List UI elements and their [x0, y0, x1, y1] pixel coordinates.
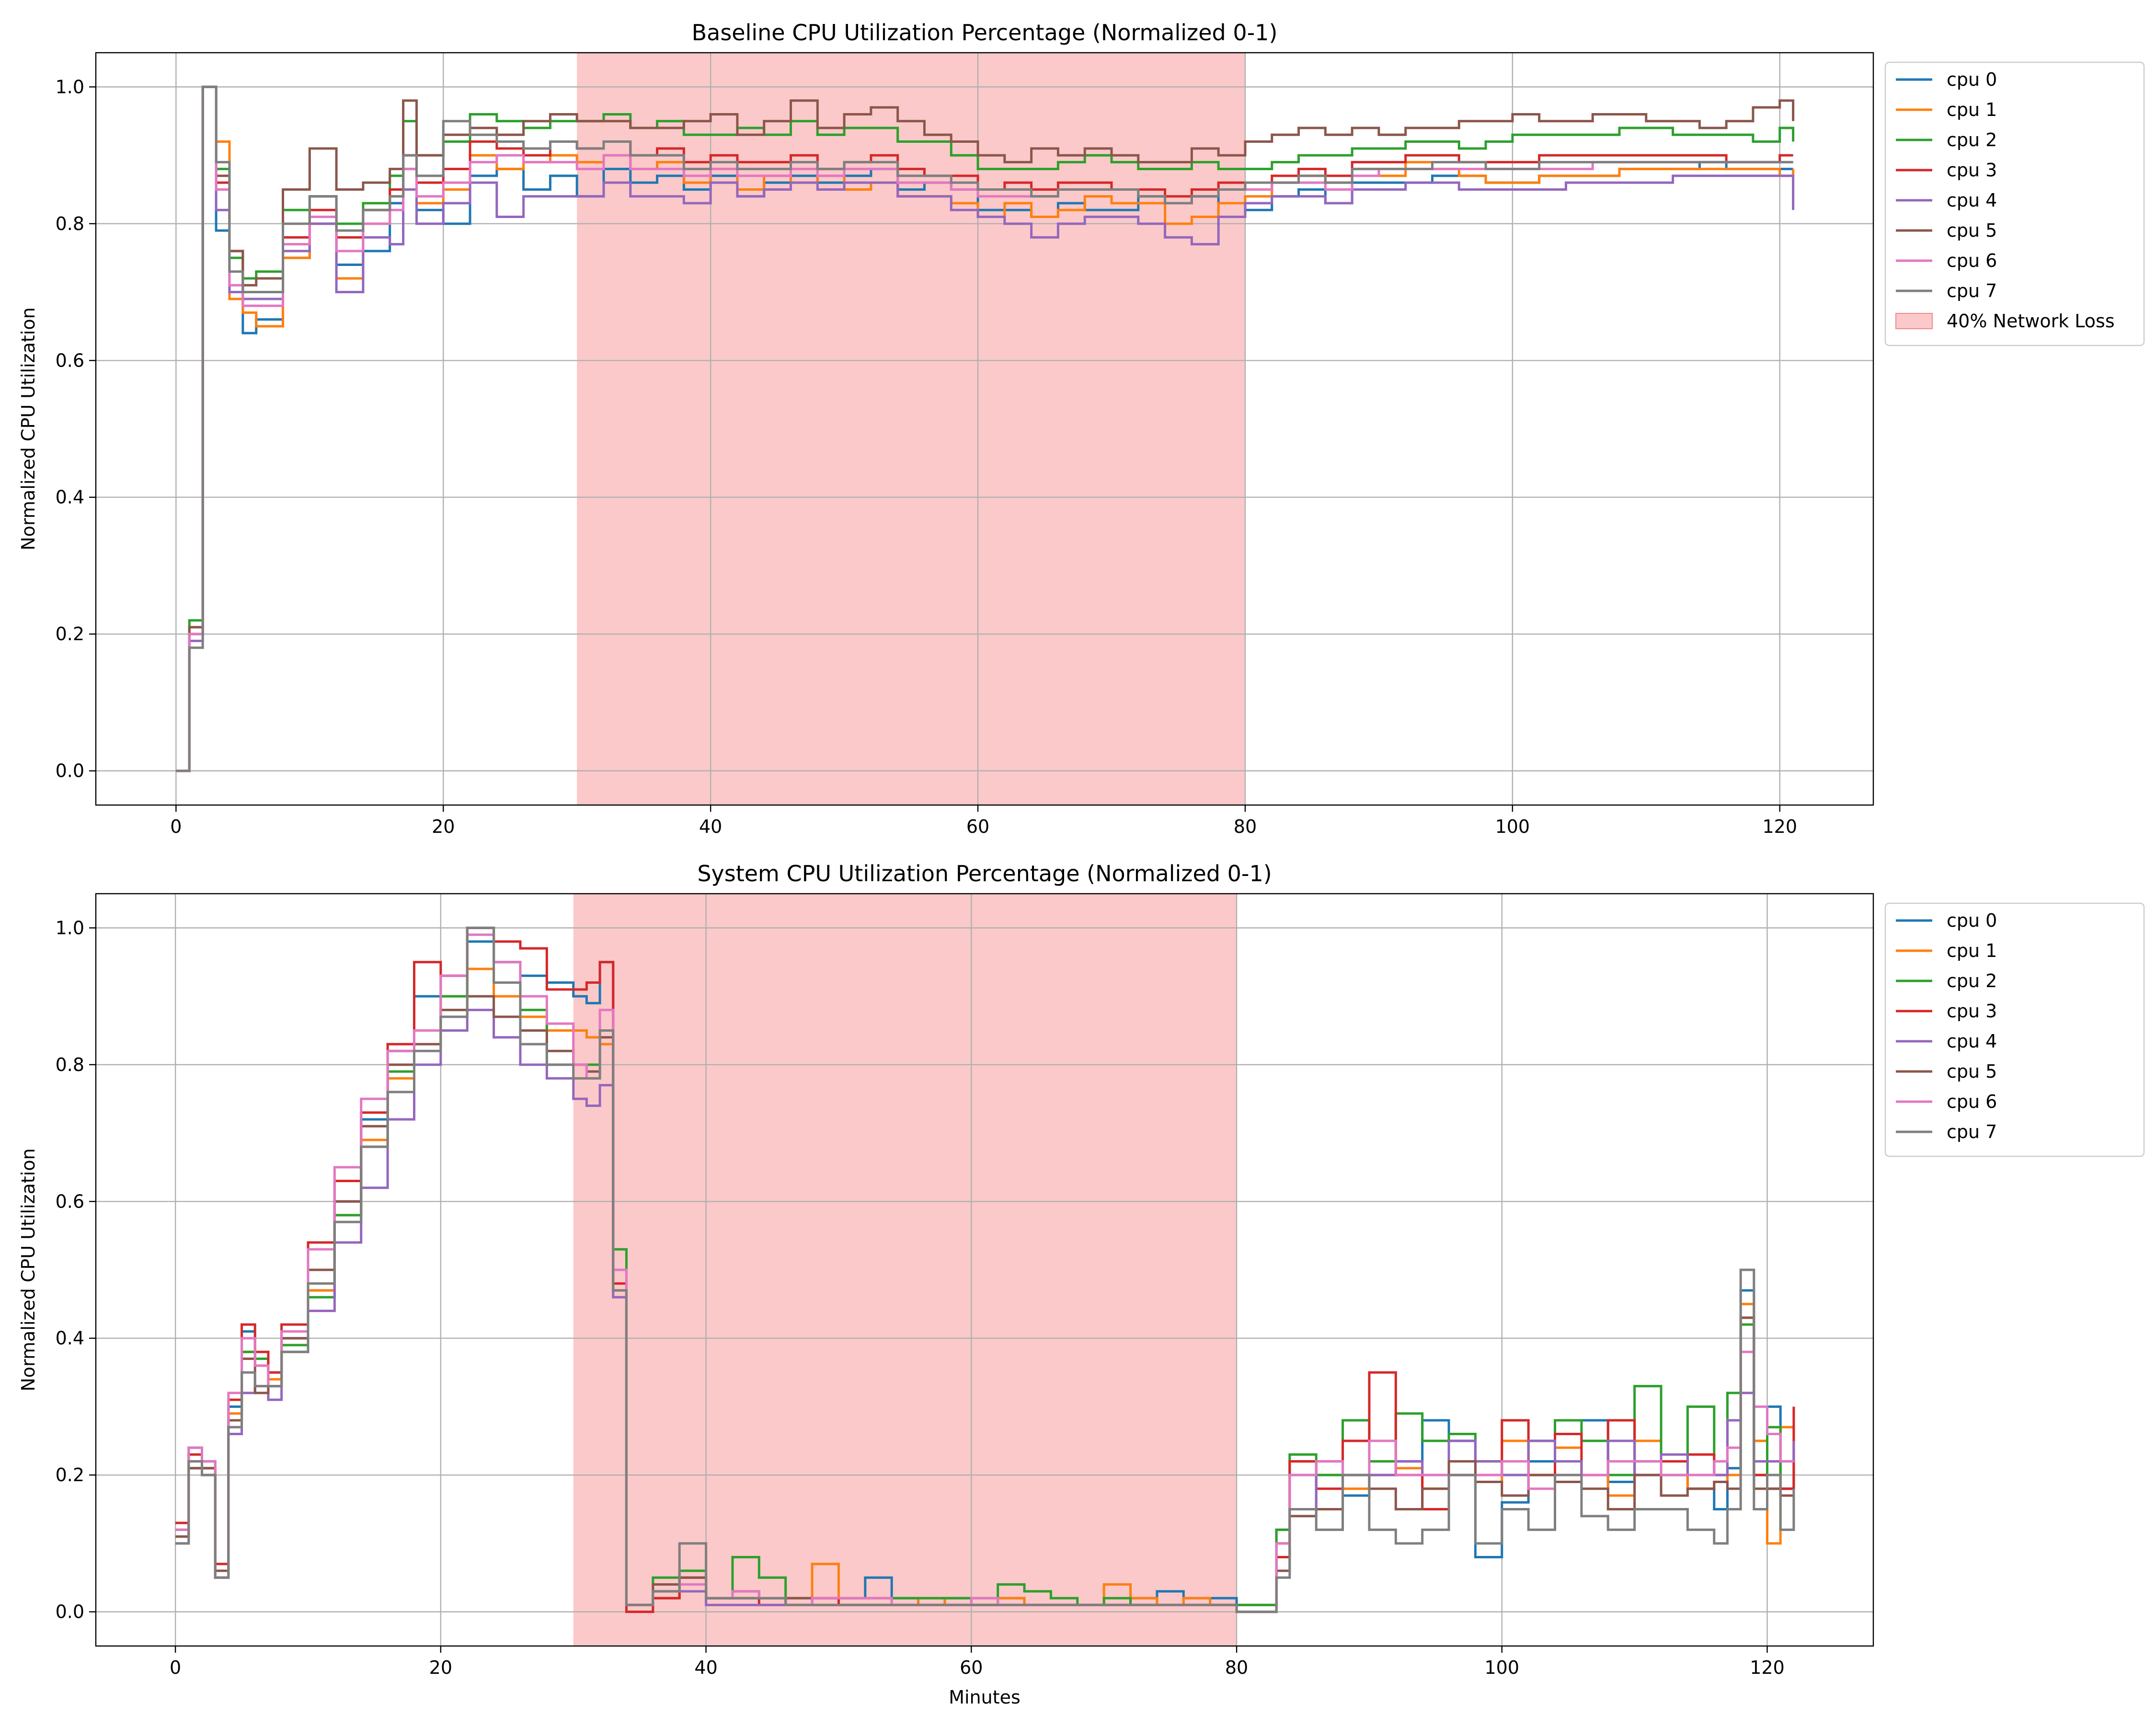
series-line-cpu-2	[176, 85, 1795, 772]
legend-label: cpu 3	[1947, 160, 1997, 181]
legend-label: cpu 4	[1947, 190, 1997, 211]
legend-label: cpu 7	[1947, 280, 1997, 301]
x-tick-label: 100	[1495, 816, 1530, 837]
legend-box	[1884, 61, 2145, 346]
y-tick-label: 0.4	[56, 1328, 84, 1349]
plot-area-frame	[95, 52, 1874, 806]
chart-panel-1: 0 20 40 60 80 100 120 0.0 0.2 0.4 0.6 0.8 1.0 Baselin…	[18, 20, 2145, 837]
legend-label: cpu 6	[1947, 1091, 1997, 1112]
y-tick-label: 0.0	[56, 760, 84, 782]
shaded-region-network-loss	[577, 53, 1245, 805]
y-axis-label: Normalized CPU Utilization	[18, 307, 39, 550]
legend-label: cpu 3	[1947, 1001, 1997, 1022]
x-axis-label: Minutes	[949, 1687, 1021, 1708]
x-tick-label: 20	[432, 816, 455, 837]
x-tick-label: 20	[429, 1657, 452, 1678]
y-tick-label: 0.8	[56, 1054, 84, 1075]
x-tick-label: 100	[1485, 1657, 1520, 1678]
series-line-cpu-7	[175, 926, 1795, 1613]
x-tick-label: 120	[1750, 1657, 1785, 1678]
legend-label: cpu 0	[1947, 69, 1997, 90]
x-tick-label: 120	[1762, 816, 1797, 837]
legend-label: cpu 2	[1947, 970, 1997, 991]
legend-label: 40% Network Loss	[1947, 311, 2115, 332]
x-tick-label: 80	[1225, 1657, 1248, 1678]
chart-panel-2: 0 20 40 60 80 100 120 0.0 0.2 0.4 0.6 0.8 1.0 System …	[18, 861, 2145, 1708]
chart-title: System CPU Utilization Percentage (Norma…	[697, 861, 1272, 887]
legend: cpu 0 cpu 1 cpu 2 cpu 3 cpu 4 cpu 5 cpu 6 cpu 7	[1884, 902, 2145, 1157]
y-tick-label: 0.2	[56, 623, 84, 645]
series-line-cpu-7	[176, 85, 1793, 772]
x-tick-label: 60	[960, 1657, 983, 1678]
legend-swatch-network-loss	[1895, 313, 1933, 329]
legend-label: cpu 7	[1947, 1121, 1997, 1142]
legend-label: cpu 4	[1947, 1031, 1997, 1052]
legend-label: cpu 0	[1947, 910, 1997, 931]
x-tick-label: 60	[966, 816, 989, 837]
y-tick-label: 0.8	[56, 213, 84, 234]
y-tick-label: 0.6	[56, 350, 84, 371]
x-tick-label: 40	[694, 1657, 717, 1678]
y-tick-label: 0.6	[56, 1191, 84, 1212]
legend: cpu 0 cpu 1 cpu 2 cpu 3 cpu 4 cpu 5 cpu 6 cpu 7…	[1884, 61, 2145, 346]
y-tick-label: 0.4	[56, 487, 84, 508]
legend-label: cpu 1	[1947, 99, 1997, 120]
y-axis-label: Normalized CPU Utilization	[18, 1148, 39, 1391]
x-tick-label: 80	[1234, 816, 1257, 837]
shaded-region-network-loss	[573, 894, 1237, 1646]
y-tick-label: 0.2	[56, 1464, 84, 1485]
y-tick-label: 1.0	[56, 917, 84, 938]
legend-label: cpu 5	[1947, 220, 1997, 241]
x-tick-label: 0	[170, 816, 182, 837]
y-tick-label: 0.0	[56, 1601, 84, 1623]
x-tick-label: 40	[699, 816, 722, 837]
plot-area-frame	[95, 893, 1874, 1647]
x-tick-label: 0	[170, 1657, 181, 1678]
legend-label: cpu 1	[1947, 940, 1997, 961]
legend-label: cpu 6	[1947, 250, 1997, 271]
y-tick-label: 1.0	[56, 76, 84, 97]
series-line-cpu-4	[176, 85, 1795, 772]
series-line-cpu-5	[176, 85, 1795, 772]
legend-label: cpu 5	[1947, 1061, 1997, 1082]
chart-title: Baseline CPU Utilization Percentage (Nor…	[692, 20, 1278, 46]
legend-label: cpu 2	[1947, 129, 1997, 150]
legend-box	[1884, 902, 2145, 1157]
